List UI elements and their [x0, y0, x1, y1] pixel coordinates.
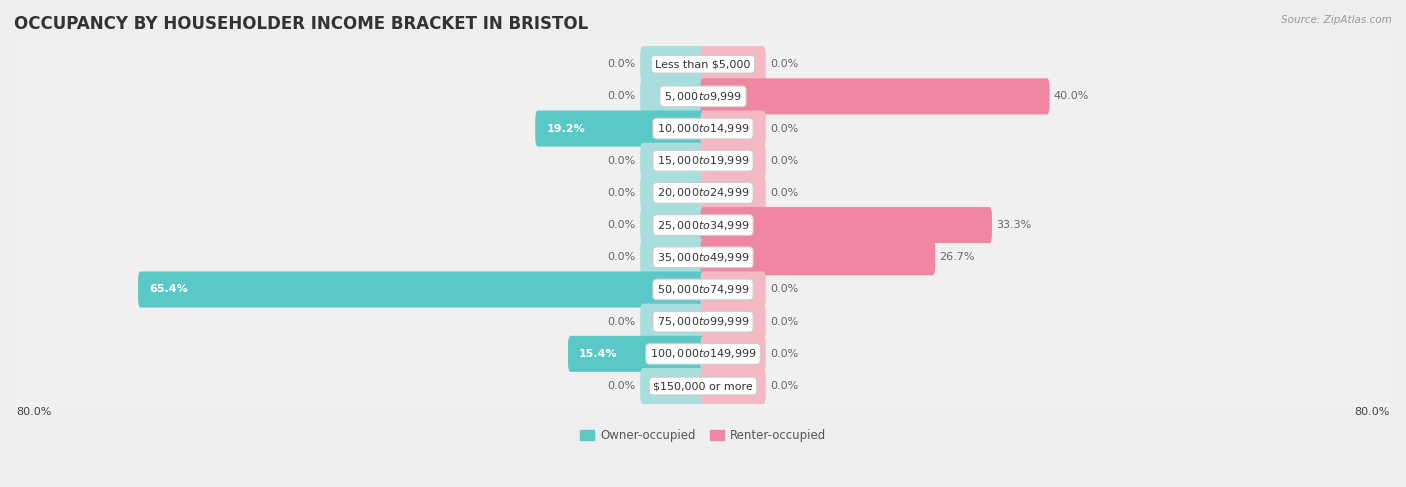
- Text: 33.3%: 33.3%: [997, 220, 1032, 230]
- FancyBboxPatch shape: [15, 297, 1391, 346]
- Text: $25,000 to $34,999: $25,000 to $34,999: [657, 219, 749, 232]
- Text: 0.0%: 0.0%: [607, 220, 636, 230]
- Text: Source: ZipAtlas.com: Source: ZipAtlas.com: [1281, 15, 1392, 25]
- Text: 0.0%: 0.0%: [770, 317, 799, 327]
- Text: 0.0%: 0.0%: [607, 317, 636, 327]
- FancyBboxPatch shape: [700, 368, 766, 404]
- Text: 0.0%: 0.0%: [770, 59, 799, 69]
- FancyBboxPatch shape: [700, 207, 993, 243]
- FancyBboxPatch shape: [640, 143, 706, 179]
- FancyBboxPatch shape: [15, 72, 1391, 121]
- Text: 80.0%: 80.0%: [1354, 407, 1389, 417]
- FancyBboxPatch shape: [700, 143, 766, 179]
- Text: 0.0%: 0.0%: [607, 59, 636, 69]
- FancyBboxPatch shape: [700, 46, 766, 82]
- FancyBboxPatch shape: [640, 239, 706, 275]
- Text: $5,000 to $9,999: $5,000 to $9,999: [664, 90, 742, 103]
- Text: $15,000 to $19,999: $15,000 to $19,999: [657, 154, 749, 167]
- Text: Less than $5,000: Less than $5,000: [655, 59, 751, 69]
- Text: OCCUPANCY BY HOUSEHOLDER INCOME BRACKET IN BRISTOL: OCCUPANCY BY HOUSEHOLDER INCOME BRACKET …: [14, 15, 588, 33]
- Text: 80.0%: 80.0%: [17, 407, 52, 417]
- Text: 40.0%: 40.0%: [1054, 92, 1090, 101]
- FancyBboxPatch shape: [15, 232, 1391, 282]
- Text: $20,000 to $24,999: $20,000 to $24,999: [657, 187, 749, 199]
- FancyBboxPatch shape: [640, 175, 706, 211]
- Text: $75,000 to $99,999: $75,000 to $99,999: [657, 315, 749, 328]
- Text: $10,000 to $14,999: $10,000 to $14,999: [657, 122, 749, 135]
- Legend: Owner-occupied, Renter-occupied: Owner-occupied, Renter-occupied: [575, 424, 831, 447]
- Text: 0.0%: 0.0%: [607, 92, 636, 101]
- Text: 65.4%: 65.4%: [149, 284, 188, 295]
- FancyBboxPatch shape: [15, 200, 1391, 250]
- FancyBboxPatch shape: [536, 111, 706, 147]
- Text: 0.0%: 0.0%: [607, 156, 636, 166]
- Text: $100,000 to $149,999: $100,000 to $149,999: [650, 347, 756, 360]
- FancyBboxPatch shape: [15, 168, 1391, 218]
- Text: 0.0%: 0.0%: [770, 124, 799, 133]
- Text: 19.2%: 19.2%: [547, 124, 585, 133]
- FancyBboxPatch shape: [640, 303, 706, 339]
- Text: 0.0%: 0.0%: [770, 156, 799, 166]
- FancyBboxPatch shape: [15, 265, 1391, 314]
- FancyBboxPatch shape: [15, 329, 1391, 378]
- Text: 15.4%: 15.4%: [579, 349, 617, 359]
- FancyBboxPatch shape: [640, 368, 706, 404]
- FancyBboxPatch shape: [640, 46, 706, 82]
- Text: $35,000 to $49,999: $35,000 to $49,999: [657, 251, 749, 264]
- Text: 0.0%: 0.0%: [607, 381, 636, 391]
- FancyBboxPatch shape: [700, 239, 935, 275]
- FancyBboxPatch shape: [700, 175, 766, 211]
- Text: 0.0%: 0.0%: [770, 284, 799, 295]
- Text: 26.7%: 26.7%: [939, 252, 974, 262]
- FancyBboxPatch shape: [15, 361, 1391, 411]
- FancyBboxPatch shape: [138, 271, 706, 307]
- Text: 0.0%: 0.0%: [770, 188, 799, 198]
- FancyBboxPatch shape: [640, 207, 706, 243]
- FancyBboxPatch shape: [15, 39, 1391, 89]
- FancyBboxPatch shape: [640, 78, 706, 114]
- FancyBboxPatch shape: [15, 104, 1391, 153]
- Text: 0.0%: 0.0%: [607, 252, 636, 262]
- FancyBboxPatch shape: [700, 111, 766, 147]
- Text: $150,000 or more: $150,000 or more: [654, 381, 752, 391]
- Text: 0.0%: 0.0%: [770, 349, 799, 359]
- Text: $50,000 to $74,999: $50,000 to $74,999: [657, 283, 749, 296]
- Text: 0.0%: 0.0%: [607, 188, 636, 198]
- Text: 0.0%: 0.0%: [770, 381, 799, 391]
- FancyBboxPatch shape: [15, 136, 1391, 186]
- FancyBboxPatch shape: [700, 336, 766, 372]
- FancyBboxPatch shape: [700, 271, 766, 307]
- FancyBboxPatch shape: [700, 78, 1050, 114]
- FancyBboxPatch shape: [700, 303, 766, 339]
- FancyBboxPatch shape: [568, 336, 706, 372]
